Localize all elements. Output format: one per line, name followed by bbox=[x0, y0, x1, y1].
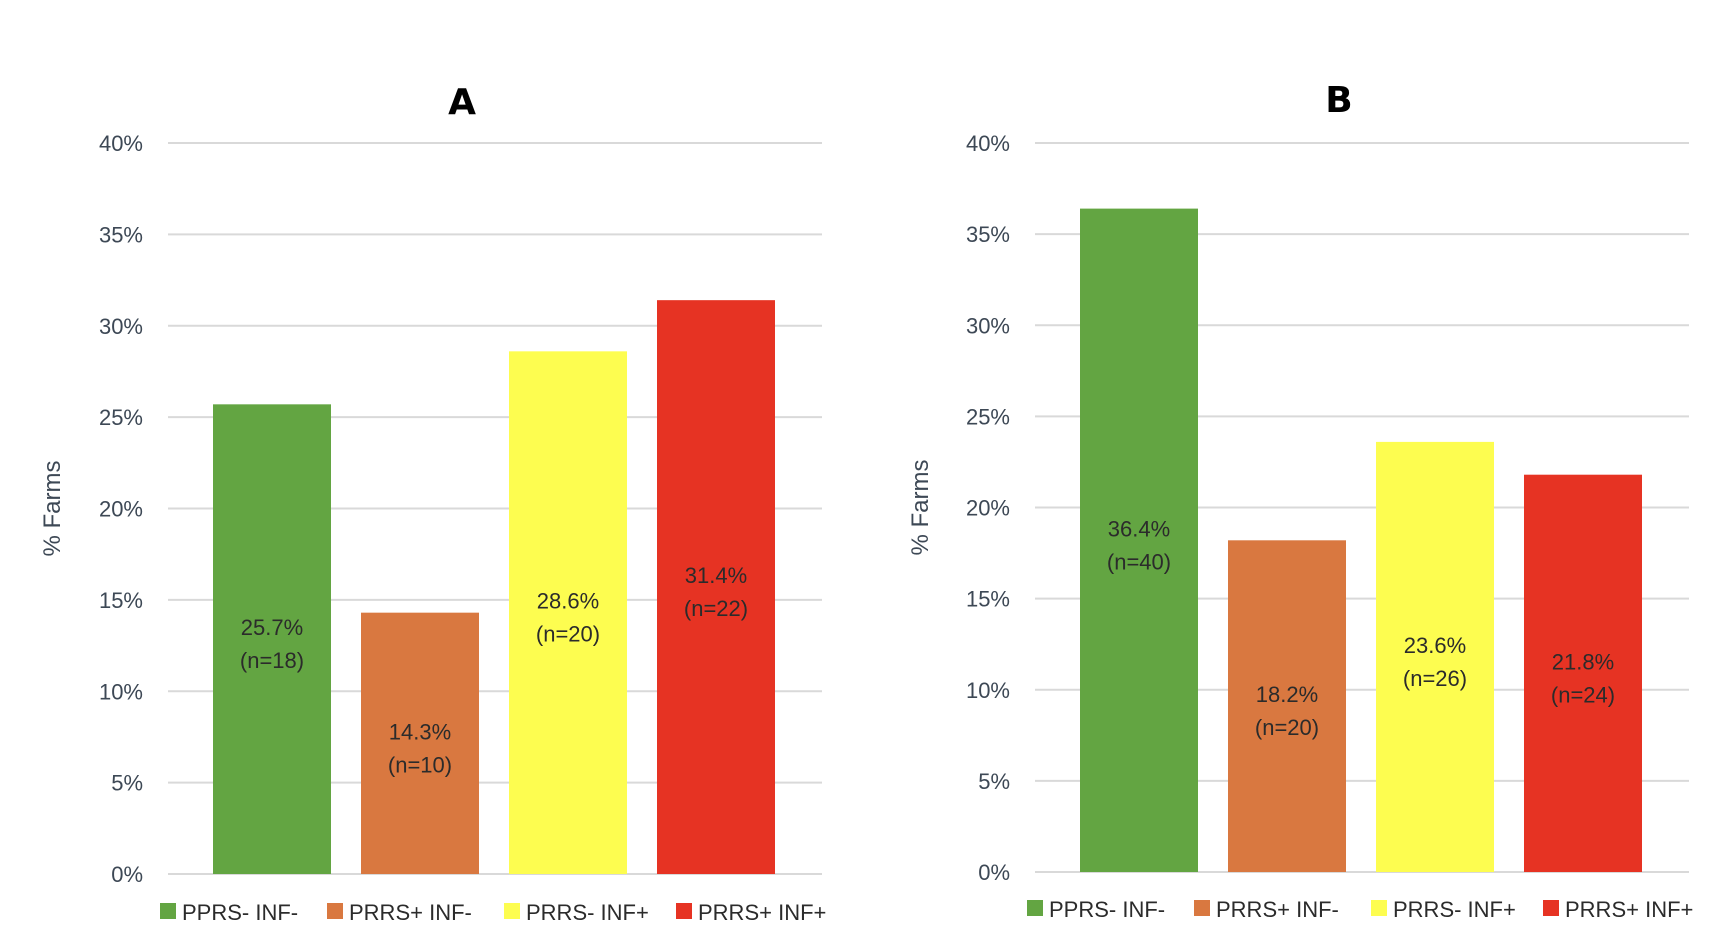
data-label-count: (n=24) bbox=[1551, 682, 1615, 707]
data-label: 36.4% bbox=[1108, 516, 1170, 541]
chart-panel-a: A 0% 5% 10% 15% 20% 25% 30% 35% 40% % Farms 25.7% (n… bbox=[39, 82, 826, 925]
data-label-count: (n=20) bbox=[536, 622, 600, 647]
y-tick-label: 40% bbox=[99, 131, 143, 156]
bar bbox=[509, 351, 627, 875]
chart-title: A bbox=[448, 82, 476, 123]
data-label-count: (n=22) bbox=[684, 596, 748, 621]
y-tick-label: 15% bbox=[99, 588, 143, 613]
y-tick-label: 5% bbox=[978, 769, 1010, 794]
y-tick-label: 30% bbox=[966, 313, 1010, 338]
legend-swatch bbox=[1371, 900, 1387, 916]
chart-panel-b: B 0% 5% 10% 15% 20% 25% 30% 35% 40% % Farms 36.4% (n… bbox=[907, 80, 1693, 922]
data-label: 28.6% bbox=[537, 589, 599, 614]
legend-swatch bbox=[1543, 900, 1559, 916]
legend-entry: PRRS+ INF- bbox=[1216, 897, 1339, 922]
y-tick-label: 25% bbox=[99, 405, 143, 430]
y-tick-label: 40% bbox=[966, 131, 1010, 156]
y-tick-label: 0% bbox=[111, 862, 143, 887]
legend-entry: PRRS+ INF- bbox=[349, 900, 472, 925]
legend-entry: PRRS+ INF+ bbox=[698, 900, 826, 925]
data-label-count: (n=18) bbox=[240, 648, 304, 673]
y-tick-label: 0% bbox=[978, 860, 1010, 885]
chart-title: B bbox=[1325, 80, 1352, 121]
bar bbox=[657, 300, 775, 874]
legend-swatch bbox=[160, 903, 176, 919]
legend-entry: PPRS- INF- bbox=[182, 900, 298, 925]
legend-entry: PRRS+ INF+ bbox=[1565, 897, 1693, 922]
bar bbox=[1228, 540, 1346, 872]
y-axis-label: % Farms bbox=[907, 460, 934, 556]
legend-swatch bbox=[327, 903, 343, 919]
y-tick-label: 25% bbox=[966, 404, 1010, 429]
data-label: 25.7% bbox=[241, 615, 303, 640]
data-label: 14.3% bbox=[389, 719, 451, 744]
data-label-count: (n=26) bbox=[1403, 666, 1467, 691]
y-tick-label: 35% bbox=[99, 222, 143, 247]
y-tick-label: 10% bbox=[99, 679, 143, 704]
data-label: 31.4% bbox=[685, 563, 747, 588]
y-axis-label: % Farms bbox=[39, 461, 66, 557]
y-tick-label: 20% bbox=[99, 497, 143, 522]
data-label-count: (n=20) bbox=[1255, 715, 1319, 740]
y-tick-label: 30% bbox=[99, 314, 143, 339]
legend-swatch bbox=[676, 903, 692, 919]
data-label-count: (n=40) bbox=[1107, 549, 1171, 574]
y-tick-label: 10% bbox=[966, 678, 1010, 703]
legend-entry: PRRS- INF+ bbox=[526, 900, 649, 925]
legend-entry: PRRS- INF+ bbox=[1393, 897, 1516, 922]
legend-swatch bbox=[1194, 900, 1210, 916]
legend-swatch bbox=[504, 903, 520, 919]
data-label: 21.8% bbox=[1552, 649, 1614, 674]
bar bbox=[1376, 441, 1494, 872]
y-tick-label: 5% bbox=[111, 771, 143, 796]
bar bbox=[1080, 208, 1198, 873]
bar bbox=[1524, 474, 1642, 872]
data-label: 23.6% bbox=[1404, 633, 1466, 658]
data-label-count: (n=10) bbox=[388, 752, 452, 777]
y-tick-label: 35% bbox=[966, 222, 1010, 247]
y-tick-label: 20% bbox=[966, 496, 1010, 521]
data-label: 18.2% bbox=[1256, 682, 1318, 707]
bar bbox=[213, 404, 331, 874]
y-tick-label: 15% bbox=[966, 587, 1010, 612]
legend-swatch bbox=[1027, 900, 1043, 916]
legend-entry: PPRS- INF- bbox=[1049, 897, 1165, 922]
bar bbox=[361, 612, 479, 874]
